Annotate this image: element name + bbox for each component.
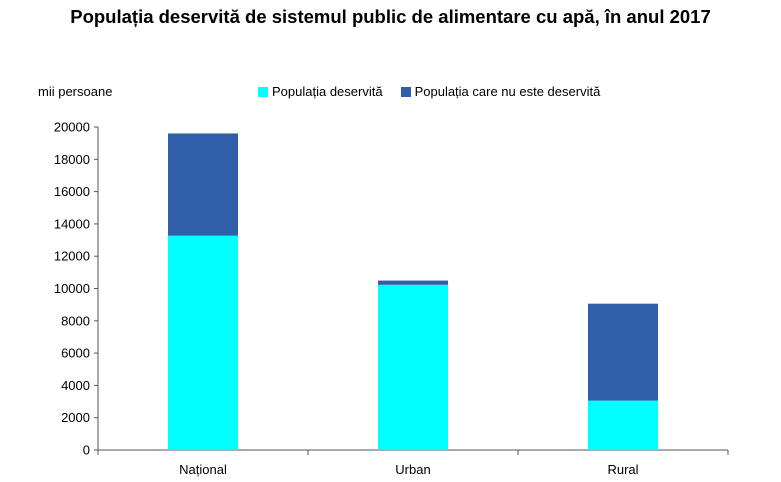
bar-served-0 bbox=[168, 235, 238, 450]
y-tick-label: 12000 bbox=[54, 249, 90, 264]
legend-swatch-served bbox=[258, 86, 268, 97]
y-tick-label: 6000 bbox=[61, 346, 90, 361]
legend: Populația deservită Populația care nu es… bbox=[258, 84, 618, 99]
y-tick-label: 20000 bbox=[54, 120, 90, 135]
y-tick-label: 0 bbox=[83, 443, 90, 458]
y-tick-label: 10000 bbox=[54, 281, 90, 296]
x-tick-label: Național bbox=[179, 462, 227, 477]
bar-not-served-1 bbox=[378, 280, 448, 285]
legend-item-served: Populația deservită bbox=[258, 84, 383, 99]
x-tick-label: Urban bbox=[395, 462, 430, 477]
legend-label-served: Populația deservită bbox=[272, 84, 383, 99]
x-tick-label: Rural bbox=[607, 462, 638, 477]
legend-label-not-served: Populația care nu este deservită bbox=[414, 84, 601, 99]
bar-not-served-2 bbox=[588, 303, 658, 401]
bar-served-1 bbox=[378, 284, 448, 450]
y-tick-label: 14000 bbox=[54, 216, 90, 231]
y-axis-label: mii persoane bbox=[38, 84, 113, 99]
y-tick-label: 2000 bbox=[61, 410, 90, 425]
y-tick-label: 4000 bbox=[61, 378, 90, 393]
legend-swatch-not-served bbox=[400, 86, 411, 97]
y-tick-label: 18000 bbox=[54, 152, 90, 167]
y-tick-label: 8000 bbox=[61, 313, 90, 328]
y-tick-label: 16000 bbox=[54, 184, 90, 199]
bar-served-2 bbox=[588, 400, 658, 450]
legend-item-not-served: Populația care nu este deservită bbox=[400, 84, 601, 99]
bar-not-served-0 bbox=[168, 133, 238, 236]
chart-title: Populația deservită de sistemul public d… bbox=[70, 6, 711, 27]
